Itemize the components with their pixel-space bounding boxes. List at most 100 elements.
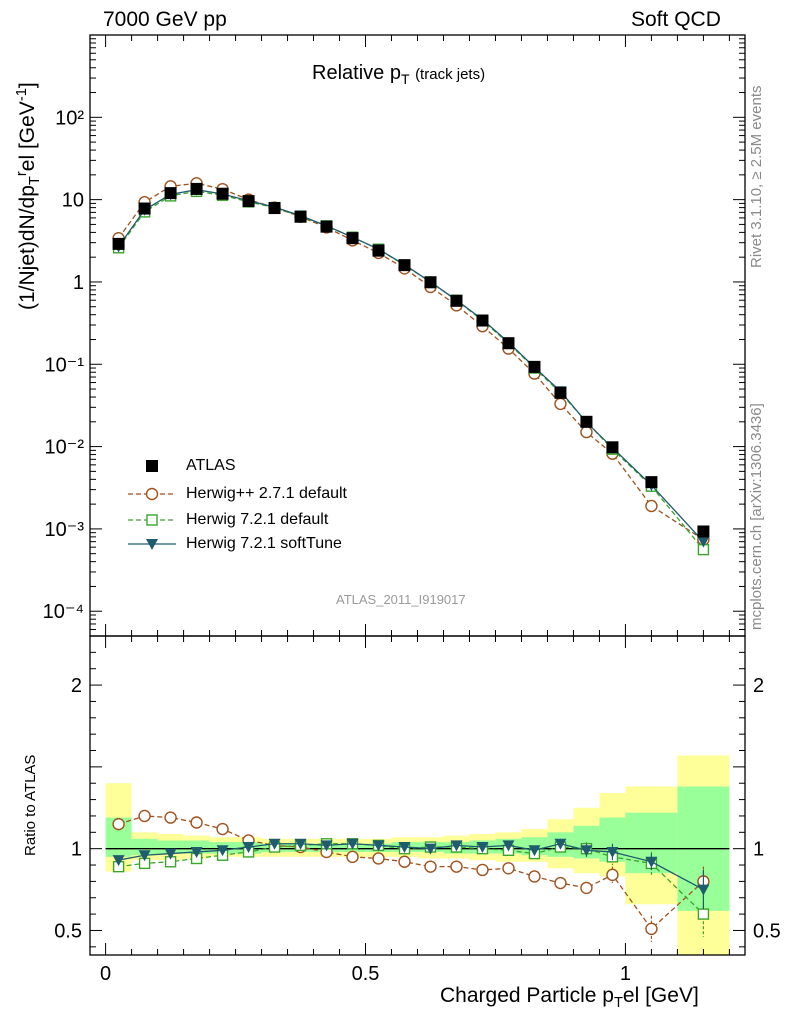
header-left: 7000 GeV pp	[103, 8, 227, 31]
x-label-sub: T	[613, 995, 623, 1012]
ratio-data-point-0	[190, 816, 203, 829]
legend-atlas: ATLAS	[186, 457, 236, 474]
main-y-tick-label: 10⁻²	[45, 437, 85, 459]
legend-herwig721: Herwig 7.2.1 default	[186, 511, 329, 528]
ratio-data-point-2	[528, 845, 541, 857]
main-data-point-0	[372, 244, 385, 257]
main-y-tick-label: 10	[62, 190, 84, 212]
main-data-point-0	[476, 314, 489, 327]
ratio-data-point-2	[242, 842, 255, 854]
main-data-point-0	[424, 276, 437, 289]
ratio-data-point-0	[216, 822, 229, 836]
legend-marker-3	[146, 539, 158, 550]
ratio-series-line-1	[118, 843, 704, 915]
main-data-point-0	[190, 182, 203, 195]
ratio-data-point-2	[697, 884, 710, 896]
ratio-data-point-2	[346, 838, 359, 850]
legend-marker-1	[145, 487, 159, 501]
main-data-point-0	[450, 294, 463, 307]
main-data-point-0	[346, 232, 359, 245]
main-data-point-0	[502, 337, 515, 350]
legend-marker-0	[146, 460, 158, 472]
main-y-tick-label: 10²	[55, 107, 84, 129]
ratio-data-point-0	[112, 817, 125, 831]
ratio-data-point-2	[268, 838, 281, 850]
ratio-data-point-2	[112, 855, 125, 867]
header-right: Soft QCD	[631, 8, 721, 31]
ratio-data-point-0	[606, 868, 619, 882]
main-data-point-0	[242, 195, 255, 208]
ratio-data-point-2	[190, 846, 203, 858]
ratio-y-tick-label: 0.5	[54, 920, 82, 942]
ratio-y-tick-label-right: 0.5	[753, 920, 781, 942]
legend-herwigpp: Herwig++ 2.7.1 default	[186, 485, 347, 502]
ratio-data-point-0	[554, 876, 567, 890]
ratio-data-point-2	[398, 842, 411, 854]
ratio-series-line-2	[118, 843, 704, 891]
ratio-data-point-0	[424, 860, 437, 873]
main-series-line-2	[118, 190, 704, 551]
ratio-data-point-2	[554, 838, 567, 850]
ratio-data-point-0	[372, 852, 385, 865]
legend-softtune: Herwig 7.2.1 softTune	[186, 535, 342, 552]
main-data-point-0	[112, 237, 125, 250]
main-data-point-0	[580, 415, 593, 428]
x-label-text: Charged Particle p	[440, 984, 614, 1007]
main-data-point-0	[398, 259, 411, 272]
ratio-data-point-2	[645, 856, 658, 868]
ratio-y-tick-label: 2	[71, 675, 82, 697]
ratio-data-point-0	[528, 870, 541, 883]
main-series-line-1	[118, 182, 704, 541]
ratio-data-point-2	[138, 850, 151, 862]
x-label-tail: el [GeV]	[622, 984, 699, 1007]
ratio-data-point-2	[372, 840, 385, 852]
main-y-tick-label: 10⁻¹	[45, 354, 85, 376]
chart-title-main: Relative p	[312, 62, 401, 84]
main-data-point-0	[216, 187, 229, 200]
ratio-band-green	[131, 838, 158, 856]
ratio-data-point-0	[645, 922, 658, 936]
ratio-data-point-2	[580, 845, 593, 857]
main-data-point-0	[294, 210, 307, 223]
analysis-watermark: ATLAS_2011_I919017	[336, 592, 466, 607]
ratio-data-point-2	[606, 846, 619, 858]
main-data-point-1	[645, 499, 658, 513]
chart-title-note: (track jets)	[415, 66, 486, 83]
main-data-point-0	[320, 220, 333, 233]
main-data-point-0	[164, 187, 177, 200]
main-series-line-3	[118, 189, 704, 543]
ratio-data-point-0	[138, 809, 151, 823]
ratio-y-tick-label-right: 2	[753, 675, 764, 697]
x-tick-label: 1	[620, 963, 631, 985]
ratio-data-point-0	[450, 860, 463, 873]
x-axis-label: Charged Particle pTel [GeV]	[440, 984, 699, 1011]
ratio-data-point-1	[697, 908, 710, 920]
ratio-data-point-2	[216, 845, 229, 857]
main-panel-frame	[89, 34, 746, 637]
x-tick-label: 0	[100, 963, 111, 985]
ratio-data-point-0	[398, 855, 411, 868]
ratio-data-point-2	[424, 843, 437, 855]
ratio-y-tick-label: 1	[71, 839, 82, 861]
ratio-data-point-0	[346, 850, 359, 864]
main-data-point-0	[697, 525, 710, 538]
ratio-series-line-0	[118, 815, 704, 930]
ratio-data-point-2	[164, 848, 177, 860]
main-data-point-0	[554, 386, 567, 399]
ratio-data-point-0	[502, 862, 515, 875]
main-data-point-0	[606, 441, 619, 454]
main-y-tick-label: 1	[73, 272, 84, 294]
legend-marker-2	[146, 514, 158, 526]
main-data-point-0	[528, 360, 541, 373]
ratio-data-point-2	[294, 838, 307, 850]
main-y-tick-label: 10⁻⁴	[43, 601, 84, 623]
ratio-data-point-2	[476, 842, 489, 854]
ratio-data-point-0	[164, 811, 177, 824]
ratio-y-tick-label-right: 1	[753, 839, 764, 861]
main-data-point-0	[645, 476, 658, 489]
main-data-point-3	[697, 536, 710, 548]
ratio-data-point-2	[450, 840, 463, 852]
ratio-band-green	[157, 840, 184, 854]
x-tick-label: 0.5	[352, 963, 380, 985]
main-y-tick-label: 10⁻³	[45, 519, 85, 541]
